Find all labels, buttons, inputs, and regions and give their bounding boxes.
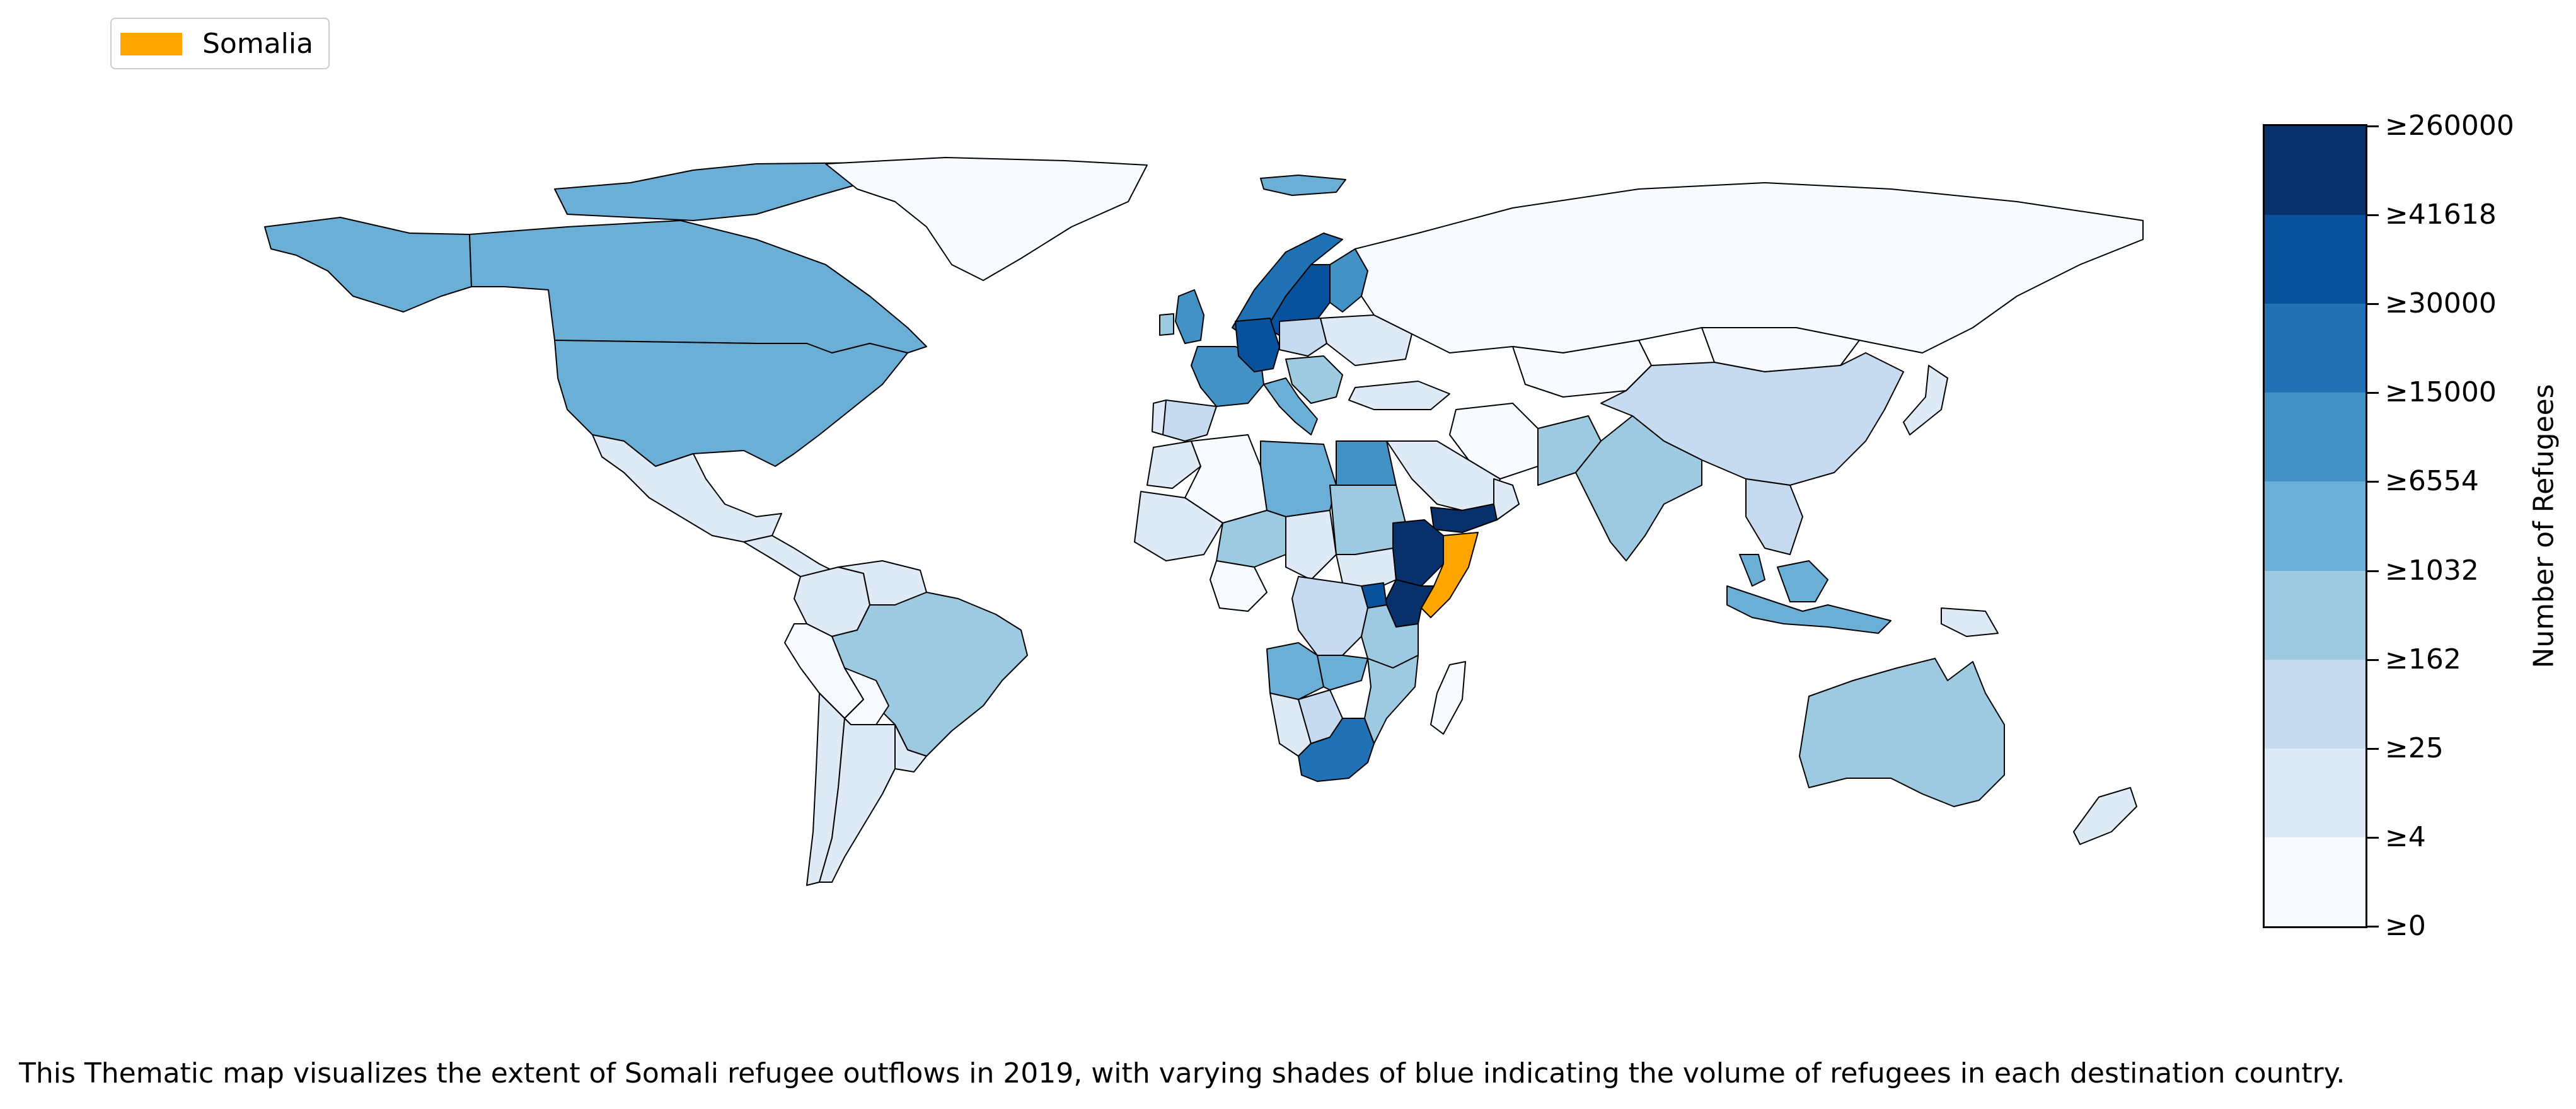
region-japan <box>1903 365 1948 435</box>
region-uk <box>1175 289 1204 344</box>
colorbar-tick <box>2367 926 2379 928</box>
region-zambia <box>1317 655 1368 691</box>
colorbar-segment <box>2265 215 2365 304</box>
colorbar-segment <box>2265 837 2365 926</box>
colorbar-tick-label: ≥15000 <box>2385 376 2497 409</box>
colorbar-tick-label: ≥25 <box>2385 732 2444 764</box>
region-congo <box>1291 576 1368 656</box>
colorbar-segment <box>2265 481 2365 571</box>
region-russia <box>1354 182 2144 353</box>
region-uruguay <box>894 724 927 773</box>
colorbar-tick-label: ≥162 <box>2385 643 2461 675</box>
region-mexico <box>592 434 782 543</box>
colorbar-segment <box>2265 659 2365 749</box>
region-south-africa <box>1298 718 1375 782</box>
colorbar-tick-label: ≥41618 <box>2385 198 2497 231</box>
region-canada <box>469 220 927 353</box>
colorbar-tick <box>2367 125 2379 127</box>
region-ethiopia <box>1392 519 1444 587</box>
region-iceland <box>1260 175 1346 196</box>
region-turkey <box>1348 381 1450 410</box>
region-iran <box>1449 403 1539 480</box>
colorbar-tick-label: ≥30000 <box>2385 287 2497 320</box>
region-italy <box>1263 377 1318 435</box>
region-ireland <box>1159 313 1174 336</box>
colorbar-tick <box>2367 658 2379 661</box>
colorbar-segment <box>2265 570 2365 660</box>
region-indonesia <box>1726 585 1892 634</box>
region-oman <box>1493 478 1520 520</box>
region-new-zealand <box>2073 787 2137 845</box>
region-papua-new-guinea <box>1941 607 1999 637</box>
legend: Somalia <box>110 18 330 69</box>
region-india <box>1575 415 1702 561</box>
region-canada-islands <box>554 162 877 221</box>
region-balkans <box>1285 355 1343 404</box>
region-borneo <box>1777 560 1828 602</box>
colorbar-segment <box>2265 393 2365 482</box>
colorbar-title: Number of Refugees <box>2527 384 2560 669</box>
region-china <box>1600 352 1904 486</box>
colorbar-tick <box>2367 570 2379 572</box>
colorbar-tick <box>2367 392 2379 394</box>
region-greenland <box>825 157 1148 281</box>
region-madagascar <box>1430 661 1466 735</box>
colorbar-tick-label: ≥0 <box>2385 910 2426 942</box>
region-argentina <box>819 718 908 883</box>
region-portugal <box>1152 399 1167 435</box>
colorbar-tick-label: ≥4 <box>2385 820 2426 853</box>
region-somalia <box>1421 532 1479 618</box>
region-southeast-asia <box>1745 478 1803 555</box>
region-mali <box>1134 491 1223 561</box>
region-libya <box>1260 440 1337 517</box>
region-egypt <box>1336 440 1397 486</box>
region-mozambique <box>1364 655 1419 744</box>
colorbar <box>2263 124 2367 928</box>
region-poland <box>1279 318 1327 357</box>
colorbar-tick <box>2367 747 2379 750</box>
region-nigeria <box>1210 560 1268 612</box>
region-morocco <box>1146 440 1201 489</box>
colorbar-tick <box>2367 303 2379 306</box>
map-caption: This Thematic map visualizes the extent … <box>19 1057 2345 1089</box>
colorbar-tick-label: ≥6554 <box>2385 465 2479 498</box>
legend-label: Somalia <box>202 28 314 60</box>
colorbar-segment <box>2265 748 2365 837</box>
colorbar-tick <box>2367 214 2379 217</box>
region-chad <box>1285 510 1337 580</box>
colorbar-tick-label: ≥1032 <box>2385 554 2479 587</box>
region-malaysia <box>1739 554 1765 587</box>
region-australia <box>1799 658 2005 807</box>
colorbar-tick <box>2367 481 2379 483</box>
legend-swatch-somalia <box>120 33 182 55</box>
region-germany <box>1235 318 1280 372</box>
colorbar-tick <box>2367 836 2379 839</box>
colorbar-segment <box>2265 304 2365 393</box>
colorbar-tick-label: ≥260000 <box>2385 110 2514 142</box>
colorbar-segment <box>2265 126 2365 215</box>
region-alaska <box>264 217 472 313</box>
